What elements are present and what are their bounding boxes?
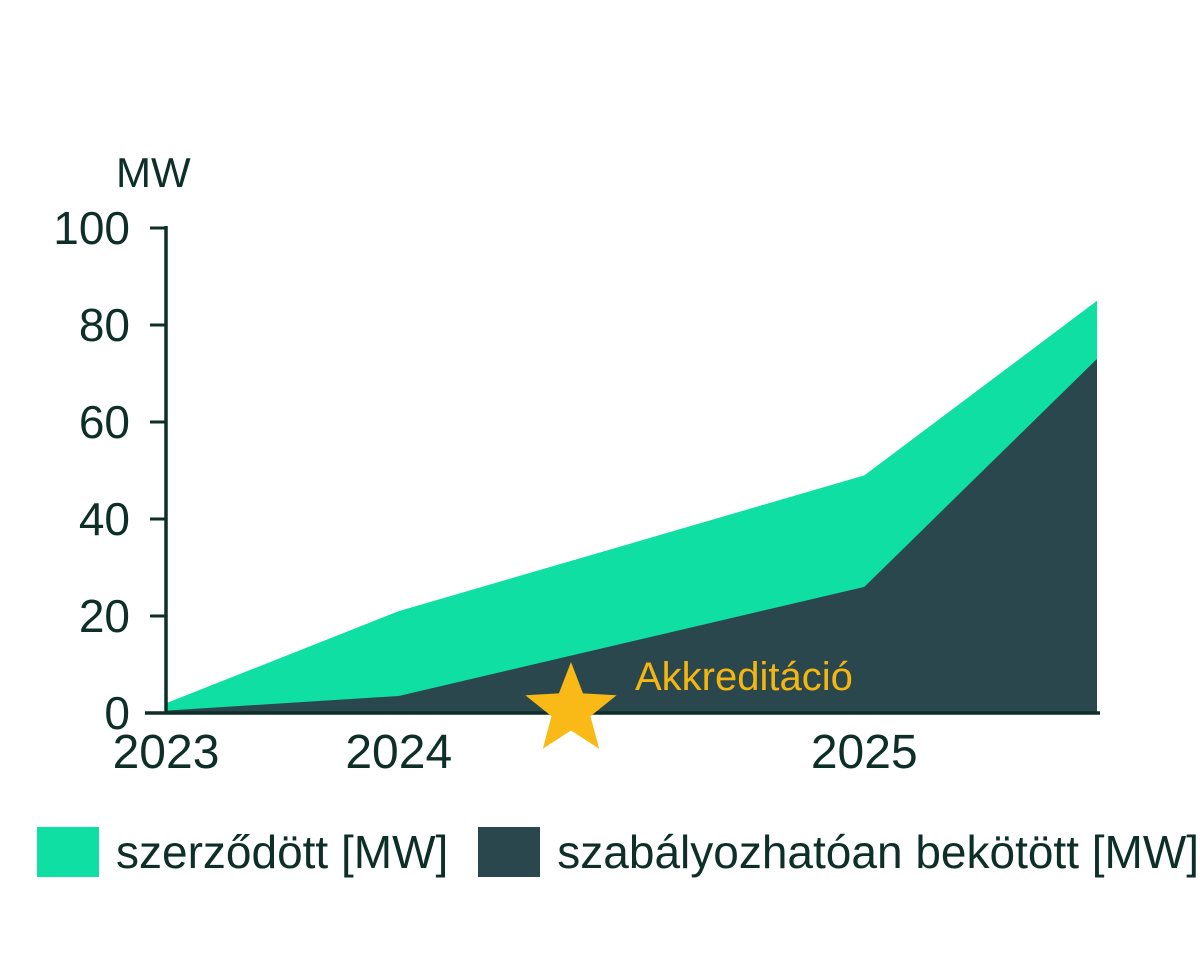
- legend-label-bekotott: szabályozhatóan bekötött [MW]: [557, 826, 1200, 878]
- x-tick-label: 2024: [345, 726, 452, 779]
- chart-legend: szerződött [MW] szabályozhatóan bekötött…: [37, 824, 1199, 880]
- legend-item-bekotott: szabályozhatóan bekötött [MW]: [478, 827, 1199, 877]
- star-polygon: [525, 662, 617, 749]
- area-chart: MW 0 20 40 60 80 100 2023 2024 2025 Akkreditáció: [53, 149, 1100, 779]
- x-tick-label: 2023: [113, 726, 220, 779]
- y-axis-title: MW: [116, 149, 191, 196]
- y-tick-label: 60: [79, 396, 130, 448]
- legend-label-szerzodott: szerződött [MW]: [116, 826, 449, 878]
- y-tick-label: 80: [79, 299, 130, 351]
- tick-labels: 0 20 40 60 80 100 2023 2024 2025: [53, 202, 917, 779]
- y-tick-label: 20: [79, 590, 130, 642]
- x-tick-label: 2025: [811, 726, 918, 779]
- series-area-1: [166, 358, 1097, 713]
- annotation-label: Akkreditáció: [635, 655, 853, 699]
- y-tick-label: 100: [53, 202, 130, 254]
- chart-axes: [145, 226, 1100, 715]
- accreditation-star-icon: [525, 662, 617, 749]
- legend-swatch-bekotott: [478, 827, 541, 877]
- legend-swatch-szerzodott: [37, 827, 99, 877]
- y-tick-label: 0: [104, 687, 130, 739]
- chart-areas: [166, 300, 1097, 713]
- legend-item-szerzodott: szerződött [MW]: [37, 827, 448, 877]
- y-tick-label: 40: [79, 493, 130, 545]
